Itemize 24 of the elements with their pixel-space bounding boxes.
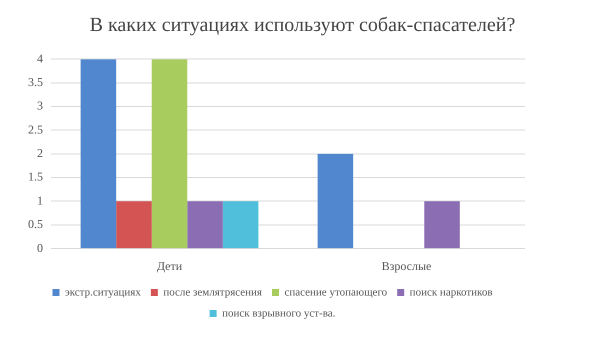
x-tick-label: Дети	[156, 258, 183, 273]
y-tick-label: 0	[37, 240, 43, 255]
bar	[116, 201, 152, 248]
legend-label: спасение утопающего	[284, 286, 388, 298]
y-tick-label: 0.5	[28, 217, 43, 232]
y-tick-label: 2.5	[28, 122, 43, 136]
chart-title: В каких ситуациях используют собак-спасателей?	[88, 14, 516, 38]
bar	[152, 59, 188, 248]
y-tick-label: 3.5	[28, 75, 43, 90]
y-tick-label: 3	[37, 98, 43, 113]
y-tick-label: 2	[37, 146, 43, 160]
legend-label: поиск наркотиков	[410, 286, 493, 298]
bar	[318, 154, 354, 248]
bar	[222, 201, 258, 248]
y-tick-label: 1.5	[28, 170, 43, 184]
y-tick-label: 1	[37, 193, 43, 208]
y-tick-label: 4	[37, 51, 43, 66]
legend-label: после землятрясения	[163, 286, 262, 298]
bar	[80, 59, 116, 248]
bar	[424, 201, 460, 248]
x-tick-label: Взрослые	[382, 258, 432, 273]
legend-label: поиск взрывного уст-ва.	[222, 307, 336, 320]
legend-label: экстр.ситуациях	[64, 286, 142, 298]
bar	[187, 201, 223, 248]
